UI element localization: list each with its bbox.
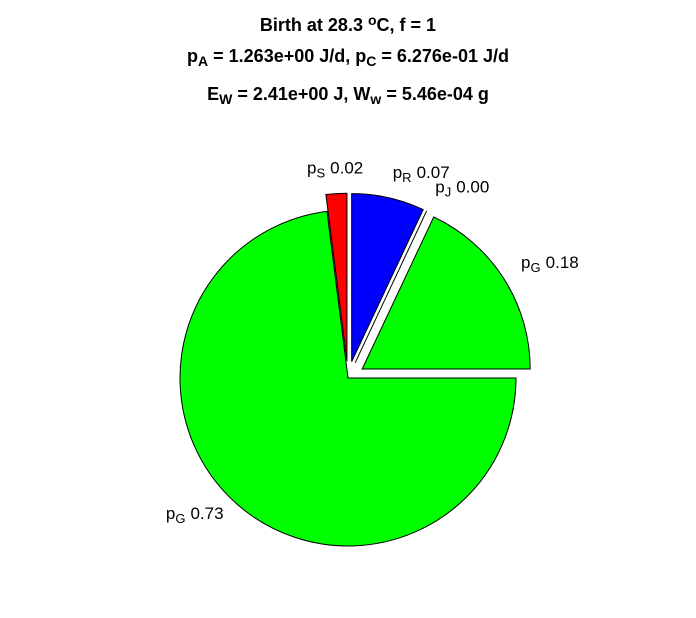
chart-title: EW = 2.41e+00 J, Ww = 5.46e-04 g [207,84,489,107]
value-label: 0.73 [190,504,223,523]
text-part: p [521,253,530,272]
value-label: 0.02 [330,158,363,177]
pie-slice [351,193,424,362]
text-part: E [207,84,219,104]
value-label: 0.07 [417,163,450,182]
script-text: W [219,91,233,107]
value-label: 0.18 [546,253,579,272]
script-text: R [402,170,411,185]
slice-label: pG 0.18 [521,253,579,275]
slice-label: pS 0.02 [307,158,363,180]
text-part: = 1.263e+00 J/d, p [208,46,366,66]
text-part: p [187,46,198,66]
text-part: p [393,163,402,182]
script-text: S [316,165,325,180]
slice-label: pG 0.73 [166,504,224,526]
script-text: o [368,12,377,28]
script-text: A [198,53,208,69]
pie-slice [179,210,517,547]
pie-slice [361,216,531,370]
text-part: C, f = 1 [377,15,437,35]
script-text: G [531,260,541,275]
pie-slice [325,192,348,362]
text-part: p [307,158,316,177]
text-part: p [166,504,175,523]
script-text: w [369,91,381,107]
slice-label: pR 0.07 [393,163,450,185]
text-part: Birth at 28.3 [260,15,368,35]
script-text: J [445,184,452,199]
pie-slice [354,210,428,364]
chart-title: Birth at 28.3 oC, f = 1 [260,12,436,35]
text-part: = 2.41e+00 J, W [232,84,370,104]
chart-title: pA = 1.263e+00 J/d, pC = 6.276e-01 J/d [187,46,509,69]
text-part: = 5.46e-04 g [381,84,489,104]
script-text: G [175,511,185,526]
value-label: 0.00 [456,178,489,197]
text-part: p [435,178,444,197]
script-text: C [366,53,376,69]
slice-label: pJ 0.00 [435,178,489,200]
text-part: = 6.276e-01 J/d [376,46,509,66]
